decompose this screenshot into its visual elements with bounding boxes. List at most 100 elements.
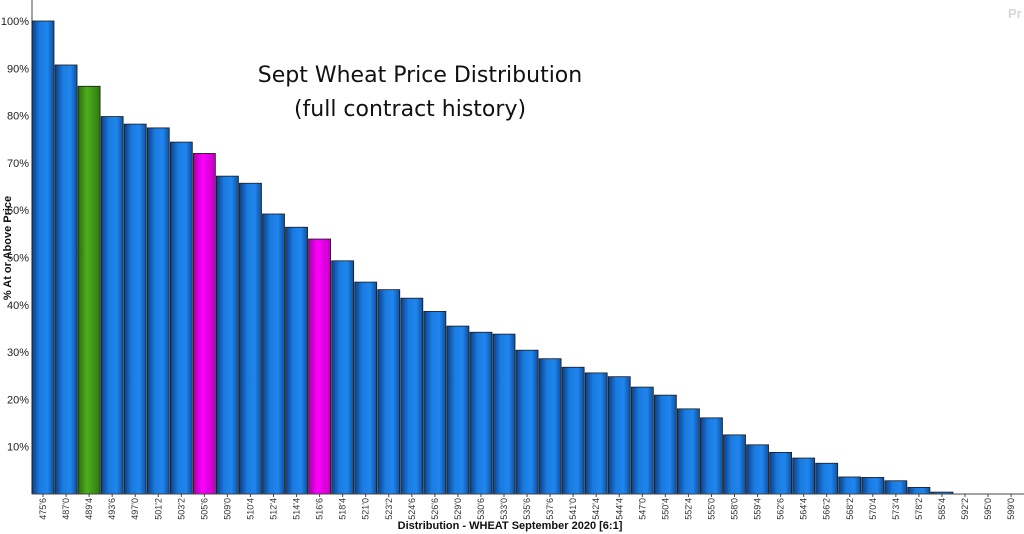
- bar: [146, 127, 170, 495]
- x-tick-label: 562'6: [776, 498, 786, 520]
- x-tick-label: 559'4: [753, 498, 763, 520]
- x-tick-label: 512'4: [269, 498, 279, 520]
- x-tick-label: 530'6: [476, 498, 486, 520]
- x-tick-label: 529'0: [453, 498, 463, 520]
- x-tick-label: 573'4: [891, 498, 901, 520]
- bar: [653, 394, 677, 495]
- x-tick-label: 595'0: [983, 498, 993, 520]
- bar: [308, 238, 332, 495]
- corner-mark: Pr: [1008, 6, 1022, 21]
- x-tick-label: 544'4: [614, 498, 624, 520]
- x-tick-label: 558'0: [730, 498, 740, 520]
- x-tick-label: 516'6: [315, 498, 325, 520]
- x-tick-label: 493'6: [107, 498, 117, 520]
- x-tick-label: 570'4: [868, 498, 878, 520]
- y-tick-label: 70%: [7, 158, 29, 170]
- bar: [423, 311, 447, 495]
- y-tick-label: 50%: [7, 253, 29, 265]
- x-tick-label: 555'0: [706, 498, 716, 520]
- bar: [446, 325, 470, 495]
- bar: [54, 64, 78, 495]
- x-tick-label: 526'6: [430, 498, 440, 520]
- x-tick-label: 510'4: [245, 498, 255, 520]
- chart-title: Sept Wheat Price Distribution: [258, 63, 582, 88]
- x-tick-label: 592'2: [960, 498, 970, 520]
- bar: [331, 260, 355, 495]
- x-tick-labels: 475'6 487'0 489'4 493'6 497'0 501'2 503'2 505'6…: [38, 494, 1016, 520]
- bar: [354, 281, 378, 495]
- bar: [677, 408, 700, 495]
- x-tick-label: 509'0: [222, 498, 232, 520]
- x-tick-label: 585'4: [937, 498, 947, 520]
- x-tick-label: 547'0: [637, 498, 647, 520]
- x-tick-label: 497'0: [130, 498, 140, 520]
- bar: [838, 476, 862, 495]
- bar: [769, 451, 792, 495]
- bar: [907, 486, 931, 495]
- bar: [861, 477, 885, 495]
- bar: [630, 386, 654, 495]
- bar: [31, 20, 55, 495]
- bar: [377, 289, 401, 495]
- x-tick-label: 564'4: [799, 498, 809, 520]
- bar: [215, 175, 239, 495]
- x-axis-title: Distribution - WHEAT September 2020 [6:1…: [398, 520, 623, 532]
- y-tick-label: 40%: [7, 300, 29, 312]
- x-tick-label: 501'2: [153, 498, 163, 520]
- y-tick-label: 90%: [7, 63, 29, 75]
- bar: [792, 457, 816, 495]
- bar: [469, 331, 493, 495]
- bar: [77, 85, 101, 495]
- y-tick-label: 100%: [1, 16, 29, 28]
- x-tick-label: 566'2: [822, 498, 832, 520]
- bar: [700, 417, 723, 495]
- bar: [169, 141, 193, 495]
- x-tick-label: 518'4: [338, 498, 348, 520]
- x-tick-label: 514'4: [292, 498, 302, 520]
- bar: [192, 153, 216, 495]
- bar: [607, 376, 631, 495]
- bar: [123, 123, 147, 495]
- x-tick-label: 487'0: [61, 498, 71, 520]
- bar: [239, 182, 262, 495]
- chart-subtitle: (full contract history): [294, 97, 526, 122]
- bar: [285, 226, 308, 495]
- x-tick-label: 537'6: [545, 498, 555, 520]
- x-tick-label: 578'2: [914, 498, 924, 520]
- y-tick-label: 60%: [7, 205, 29, 217]
- y-axis-title: % At or Above Price: [2, 196, 14, 300]
- x-tick-label: 489'4: [84, 498, 94, 520]
- bar: [100, 116, 124, 495]
- x-tick-label: 541'0: [568, 498, 578, 520]
- y-tick-label: 30%: [7, 347, 29, 359]
- x-tick-label: 542'4: [591, 498, 601, 520]
- x-tick-label: 550'4: [660, 498, 670, 520]
- bar: [884, 480, 908, 495]
- x-tick-label: 568'2: [845, 498, 855, 520]
- bar: [262, 213, 285, 495]
- bars: [31, 20, 954, 495]
- bar: [746, 444, 769, 495]
- x-tick-label: 523'2: [384, 498, 394, 520]
- x-tick-label: 533'0: [499, 498, 509, 520]
- bar: [723, 434, 746, 495]
- y-tick-labels: 10% 20% 30% 40% 50% 60% 70% 80% 90% 100%: [1, 16, 29, 454]
- y-tick-label: 80%: [7, 111, 29, 123]
- bar: [815, 462, 839, 495]
- y-tick-label: 20%: [7, 394, 29, 406]
- bar: [584, 372, 608, 495]
- x-tick-label: 521'0: [361, 498, 371, 520]
- x-tick-label: 503'2: [176, 498, 186, 520]
- x-tick-label: 599'0: [1006, 498, 1016, 520]
- y-tick-label: 10%: [7, 442, 29, 454]
- bar: [538, 358, 562, 495]
- bar: [515, 349, 539, 495]
- x-tick-label: 552'4: [683, 498, 693, 520]
- bar: [400, 297, 424, 495]
- x-tick-label: 475'6: [38, 498, 48, 520]
- x-tick-label: 524'6: [407, 498, 417, 520]
- bar: [492, 333, 516, 495]
- bar: [561, 366, 585, 495]
- x-tick-label: 505'6: [199, 498, 209, 520]
